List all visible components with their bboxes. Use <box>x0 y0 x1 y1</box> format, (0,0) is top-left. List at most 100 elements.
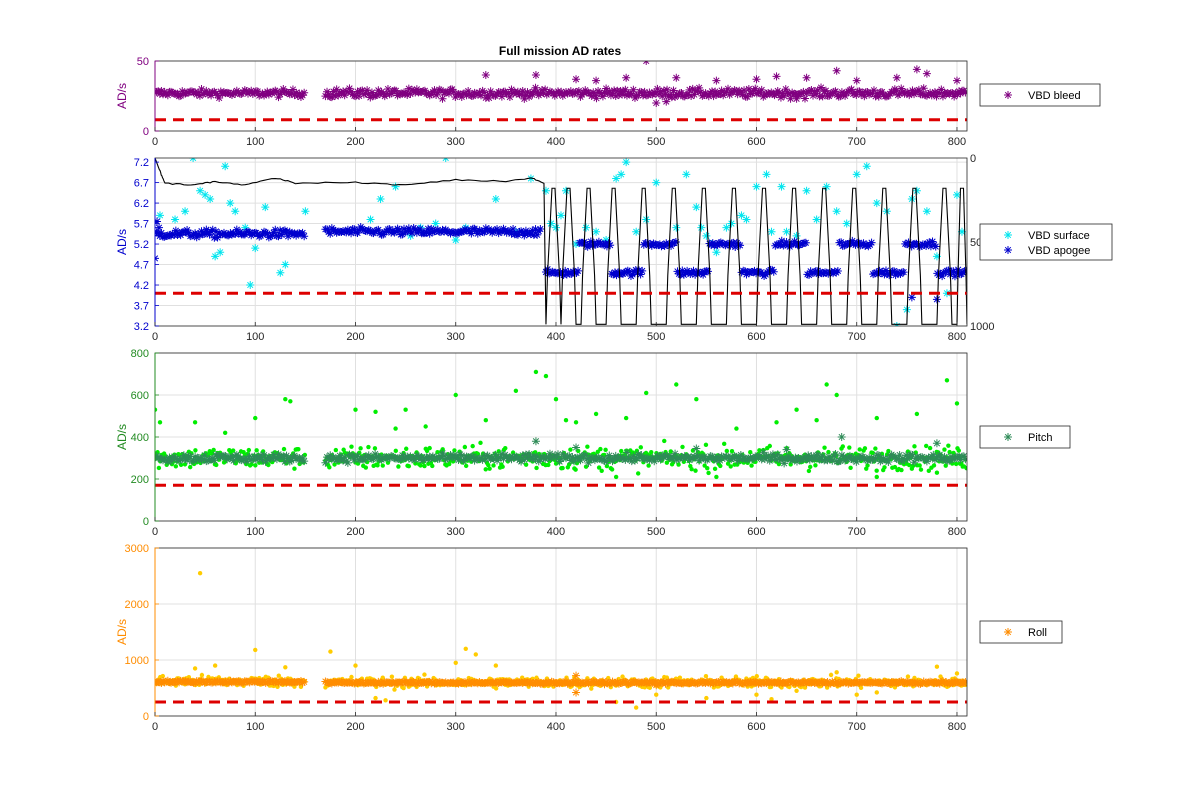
y-tick-label: 4.7 <box>134 260 149 272</box>
data-point <box>882 92 891 101</box>
data-point <box>923 443 929 449</box>
data-point <box>473 652 478 657</box>
data-point <box>403 90 412 99</box>
data-point <box>957 227 966 236</box>
data-point <box>709 92 718 101</box>
data-point <box>866 89 875 98</box>
data-point <box>470 224 479 233</box>
data-point <box>799 678 808 687</box>
data-point <box>462 444 468 450</box>
data-point <box>814 418 819 423</box>
data-point <box>821 86 830 95</box>
data-point <box>727 219 736 228</box>
data-point <box>584 88 593 97</box>
x-tick-label: 0 <box>152 136 158 148</box>
data-point <box>717 452 726 461</box>
data-point <box>823 456 832 465</box>
legend-marker-icon <box>1004 91 1012 99</box>
data-point <box>221 230 230 239</box>
data-point <box>533 369 539 375</box>
y-tick-label: 600 <box>131 390 149 402</box>
data-point <box>300 677 309 686</box>
data-point <box>290 451 299 460</box>
data-point <box>757 448 762 453</box>
data-point <box>347 451 356 460</box>
data-point <box>572 75 581 84</box>
data-point <box>630 93 639 102</box>
data-point <box>324 90 333 99</box>
data-point <box>276 226 285 235</box>
data-point <box>892 73 901 82</box>
data-point <box>277 230 286 239</box>
data-point <box>393 448 398 454</box>
data-point <box>167 87 176 96</box>
data-point <box>664 675 670 680</box>
data-point <box>682 170 691 179</box>
data-point <box>624 679 633 688</box>
data-point <box>689 466 694 472</box>
data-point <box>926 468 932 474</box>
data-point <box>623 415 629 421</box>
data-point <box>345 84 354 93</box>
data-point <box>457 93 466 102</box>
y-tick-label: 3000 <box>125 543 149 555</box>
data-point <box>647 454 656 463</box>
y-tick-label: 4.2 <box>134 280 149 292</box>
data-point <box>460 455 469 464</box>
data-point <box>292 466 297 471</box>
data-point <box>563 418 569 423</box>
data-point <box>673 267 682 276</box>
data-point <box>173 89 182 98</box>
data-point <box>406 463 412 469</box>
data-point <box>612 271 621 280</box>
data-point <box>586 237 595 246</box>
data-point <box>525 92 534 101</box>
data-point <box>491 450 500 459</box>
data-point <box>608 457 617 466</box>
data-point <box>786 94 795 103</box>
data-point <box>802 186 811 195</box>
data-point <box>788 455 797 464</box>
data-point <box>801 238 810 247</box>
data-point <box>454 456 463 465</box>
data-point <box>473 455 482 464</box>
x-tick-label: 600 <box>747 721 765 733</box>
data-point <box>245 452 254 461</box>
legend-box <box>979 83 1101 107</box>
data-point <box>372 446 378 451</box>
data-point <box>372 226 381 235</box>
data-point <box>298 91 307 100</box>
data-point <box>483 91 492 100</box>
data-point <box>541 186 550 195</box>
data-point <box>894 454 903 463</box>
data-point <box>339 227 348 236</box>
data-point <box>752 89 761 98</box>
data-point <box>742 270 751 279</box>
data-point <box>783 678 792 687</box>
data-point <box>523 88 532 97</box>
data-point <box>813 86 822 95</box>
data-point <box>515 227 524 236</box>
data-point <box>250 452 259 461</box>
legend-marker-icon <box>1004 231 1012 239</box>
data-point <box>176 676 185 685</box>
data-point <box>503 445 508 451</box>
data-point <box>353 451 362 460</box>
data-point <box>406 89 415 98</box>
y-axis-label: AD/s <box>115 83 129 109</box>
data-point <box>690 678 699 687</box>
data-point <box>611 451 620 460</box>
data-point <box>754 452 763 461</box>
data-point <box>910 458 919 467</box>
data-point <box>801 453 810 462</box>
data-point <box>213 91 222 100</box>
data-point <box>334 91 343 100</box>
data-point <box>880 270 889 279</box>
data-point <box>359 226 368 235</box>
data-point <box>649 450 654 455</box>
data-point <box>815 678 824 687</box>
data-point <box>186 452 195 461</box>
data-point <box>391 182 400 191</box>
data-point <box>942 447 947 452</box>
data-point <box>725 461 731 466</box>
